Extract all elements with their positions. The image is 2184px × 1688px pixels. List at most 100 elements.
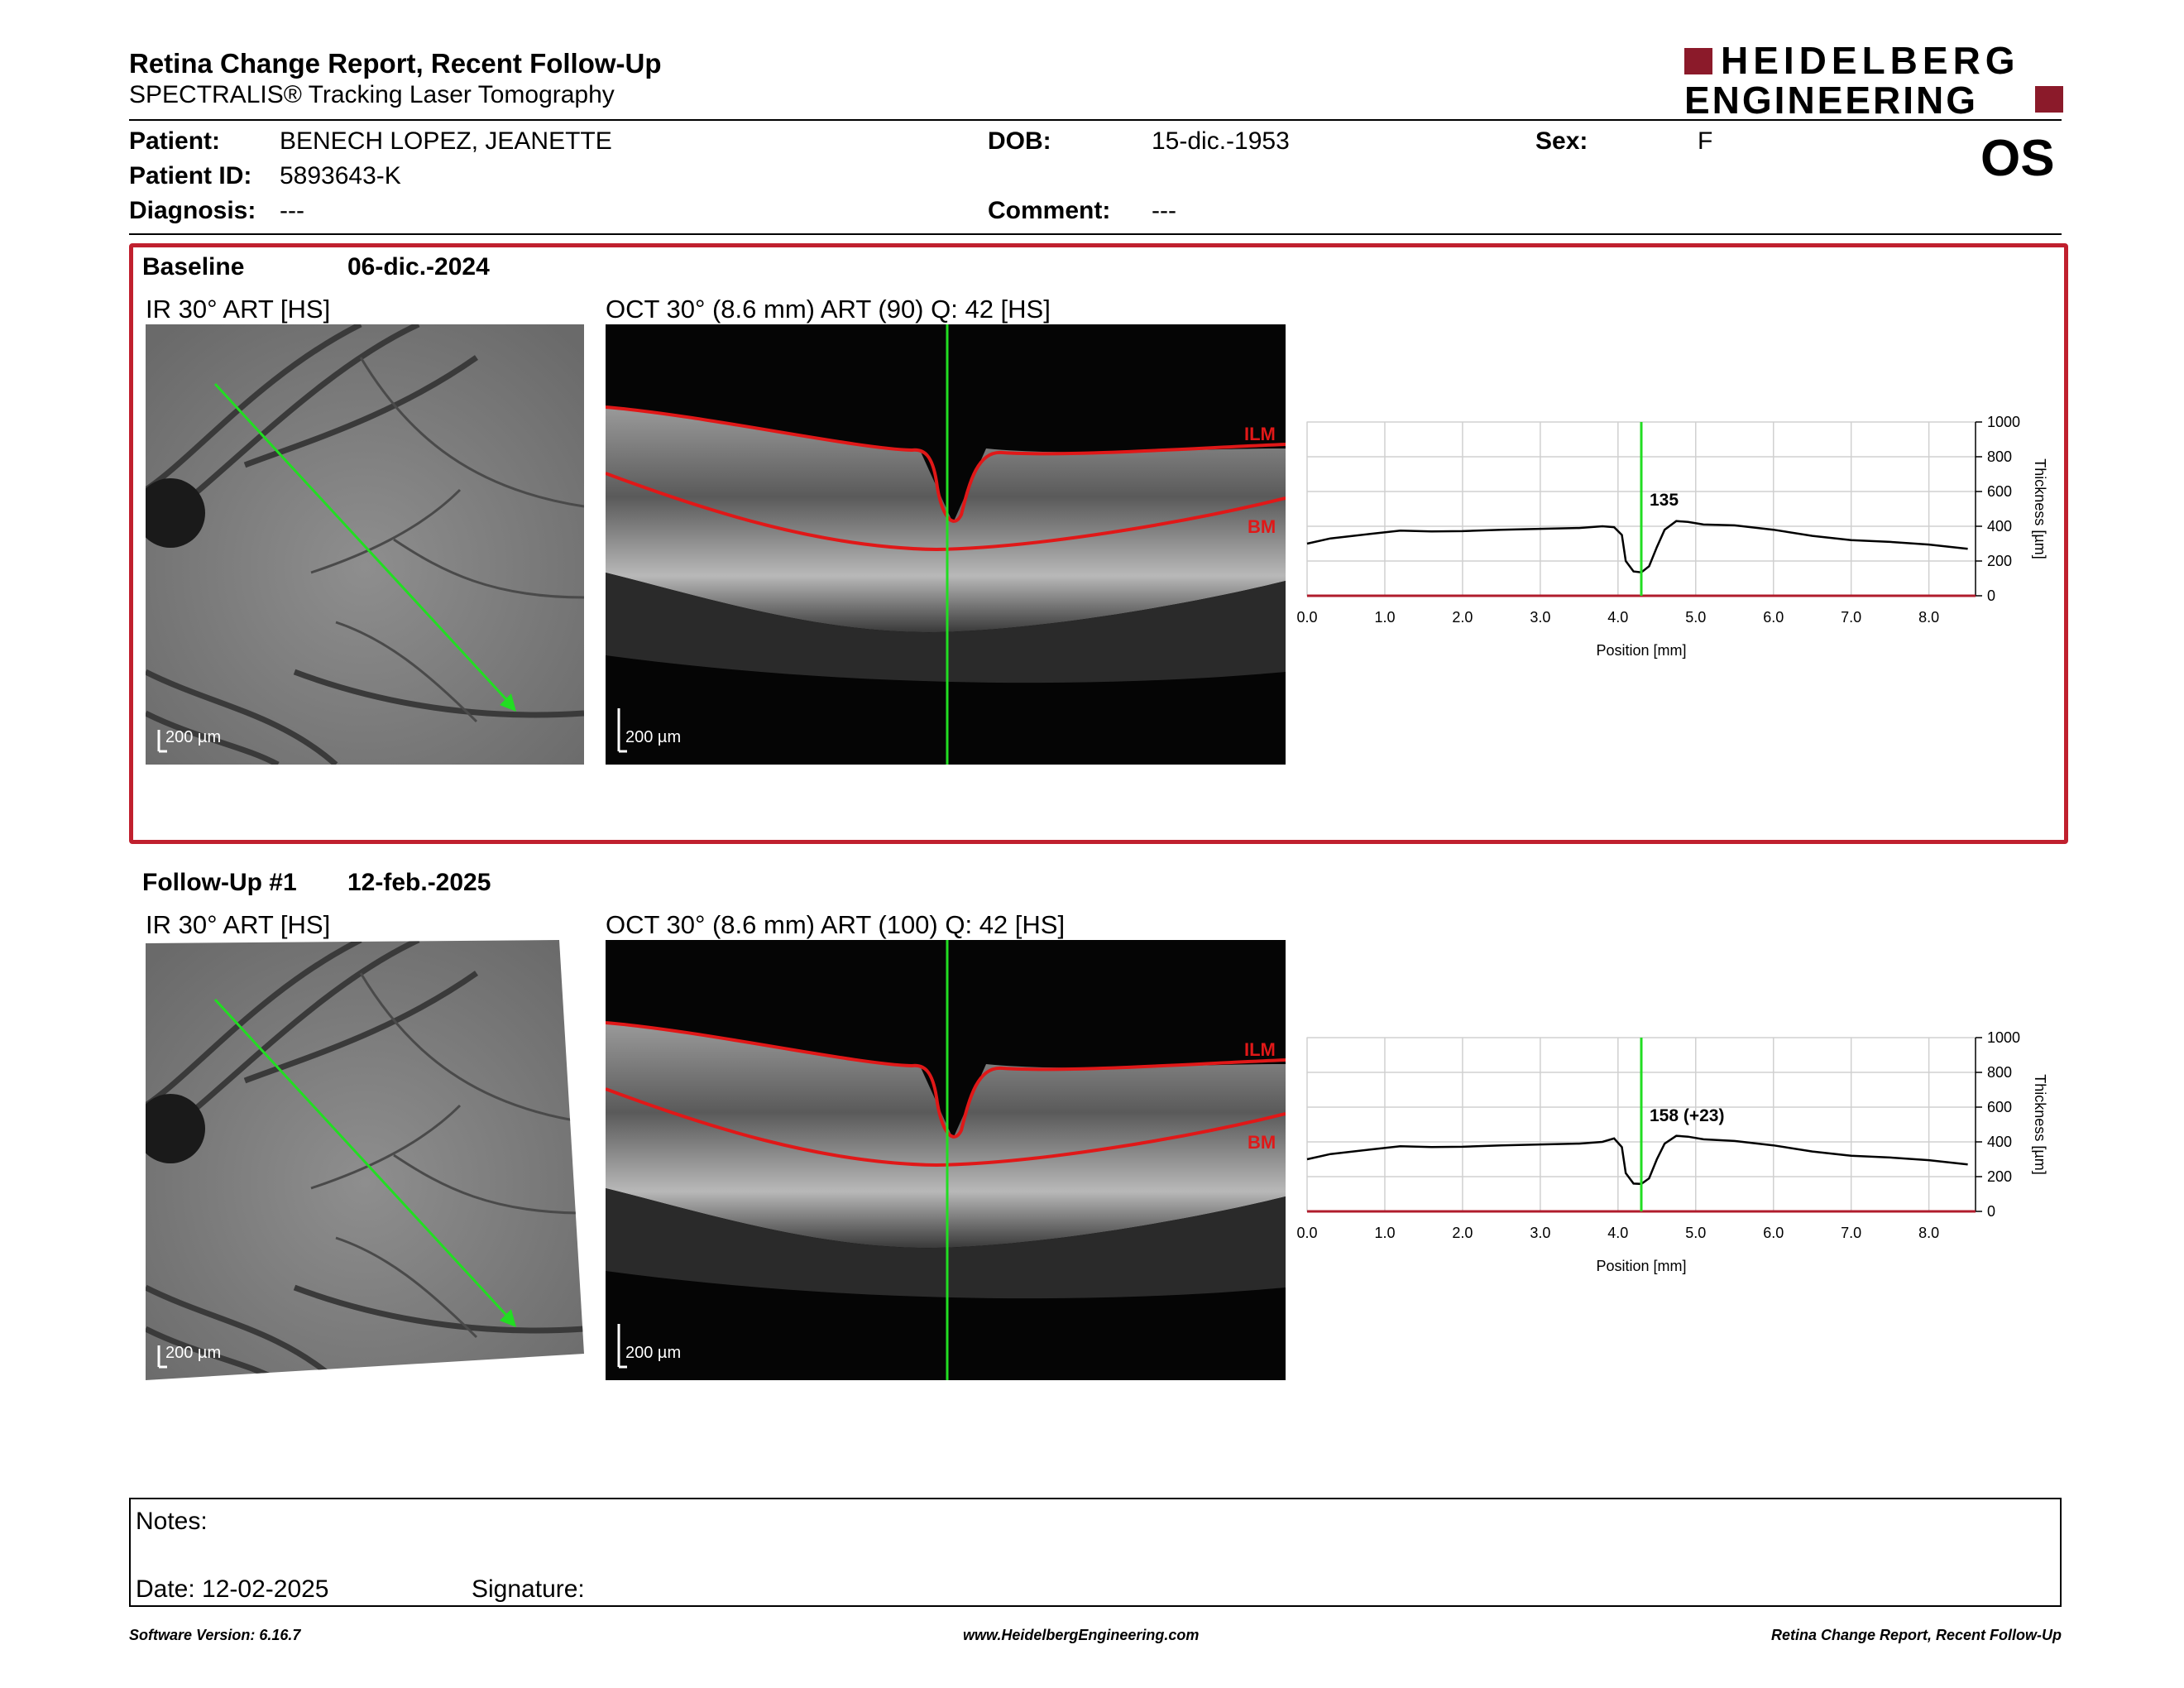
baseline-oct-caption: OCT 30° (8.6 mm) ART (90) Q: 42 [HS] (606, 295, 1051, 324)
logo-square-bottom (2035, 86, 2063, 113)
baseline-ir-image[interactable]: 200 µm (146, 324, 584, 765)
followup-thickness-chart: 0.0 1.0 2.0 3.0 4.0 5.0 6.0 7.0 8.0 0 200 400 600 800… (1296, 1029, 2048, 1274)
notes-box: Notes: Date: 12-02-2025 Signature: (129, 1498, 2062, 1607)
followup-oct-scale-label: 200 µm (625, 1344, 682, 1362)
report-subtitle: SPECTRALIS® Tracking Laser Tomography (129, 81, 615, 108)
baseline-ir-caption: IR 30° ART [HS] (146, 295, 331, 324)
logo-line-1: HEIDELBERG (1721, 39, 2020, 82)
y-tick-label: 0 (1987, 1203, 1995, 1220)
y-tick-label: 1000 (1987, 1029, 2020, 1046)
bm-boundary (606, 472, 1286, 552)
scan-arrow (500, 693, 516, 712)
x-tick-label: 4.0 (1607, 1225, 1628, 1241)
sex-label: Sex: (1535, 127, 1588, 155)
logo-square-top (1684, 48, 1712, 74)
footer-software-version: Software Version: 6.16.7 (129, 1627, 301, 1643)
x-tick-label: 3.0 (1530, 1225, 1550, 1241)
optic-disc (146, 478, 205, 548)
x-tick-label: 7.0 (1841, 1225, 1861, 1241)
patient-id: 5893643-K (280, 162, 401, 189)
followup-label: Follow-Up #1 (142, 869, 297, 896)
y-axis-label: Thickness [µm] (2032, 458, 2048, 559)
y-tick-label: 0 (1987, 587, 1995, 604)
comment-label: Comment: (988, 197, 1111, 224)
followup-oct-scale-bar (617, 1324, 627, 1369)
oct-scale-bar (617, 708, 627, 753)
x-tick-label: 1.0 (1374, 609, 1395, 626)
x-tick-label: 8.0 (1918, 609, 1939, 626)
y-tick-label: 800 (1987, 1064, 2012, 1081)
footer-website[interactable]: www.HeidelbergEngineering.com (963, 1627, 1200, 1643)
y-tick-label: 200 (1987, 553, 2012, 569)
y-tick-label: 200 (1987, 1168, 2012, 1185)
report-title: Retina Change Report, Recent Follow-Up (129, 48, 662, 79)
x-tick-label: 5.0 (1685, 609, 1706, 626)
y-tick-label: 600 (1987, 1099, 2012, 1115)
header-rule (129, 119, 2062, 121)
dob-label: DOB: (988, 127, 1051, 155)
ilm-boundary (606, 405, 1286, 523)
thickness-line (1306, 1134, 1968, 1186)
bm-label: BM (1248, 516, 1276, 537)
y-tick-label: 400 (1987, 1134, 2012, 1150)
comment-value: --- (1152, 197, 1176, 224)
followup-oct-image[interactable]: ILM BM 200 µm (606, 940, 1286, 1380)
thickness-line (1306, 520, 1968, 574)
followup-ir-caption: IR 30° ART [HS] (146, 910, 331, 939)
followup-optic-disc (146, 1094, 205, 1163)
eye-indicator: OS (1980, 130, 2055, 187)
followup-date: 12-feb.-2025 (347, 869, 491, 896)
x-tick-label: 3.0 (1530, 609, 1550, 626)
y-tick-label: 1000 (1987, 414, 2020, 430)
thickness-annotation: 135 (1650, 491, 1679, 510)
followup-scan-line (213, 998, 515, 1324)
followup-fundus-drawing (146, 940, 584, 1380)
signature-label: Signature: (472, 1575, 585, 1603)
baseline-oct-scale-label: 200 µm (625, 728, 682, 746)
sex-value: F (1698, 127, 1713, 155)
patient-name: BENECH LOPEZ, JEANETTE (280, 127, 612, 155)
x-tick-label: 5.0 (1685, 1225, 1706, 1241)
x-tick-label: 2.0 (1452, 1225, 1473, 1241)
followup-oct-drawing: ILM BM (606, 940, 1286, 1380)
followup-bm-boundary (606, 1087, 1286, 1168)
heidelberg-logo: HEIDELBERG ENGINEERING (1684, 41, 2065, 122)
baseline-fundus-drawing (146, 324, 584, 765)
x-tick-label: 6.0 (1763, 609, 1784, 626)
x-tick-label: 6.0 (1763, 1225, 1784, 1241)
followup-bm-label: BM (1248, 1132, 1276, 1153)
patient-rule (129, 233, 2062, 235)
followup-ilm-boundary (606, 1021, 1286, 1139)
baseline-thickness-chart: 0.0 1.0 2.0 3.0 4.0 5.0 6.0 7.0 8.0 0 200 400 600 800… (1296, 414, 2048, 659)
followup-scan-arrow (500, 1309, 516, 1327)
baseline-oct-drawing: ILM BM (606, 324, 1286, 765)
diagnosis-label: Diagnosis: (129, 197, 256, 224)
x-tick-label: 2.0 (1452, 609, 1473, 626)
y-tick-label: 800 (1987, 448, 2012, 465)
x-axis-label: Position [mm] (1596, 1258, 1686, 1274)
date-label: Date: 12-02-2025 (136, 1575, 329, 1603)
followup-ir-scale-label: 200 µm (165, 1344, 222, 1362)
y-axis-label: Thickness [µm] (2032, 1074, 2048, 1174)
patient-label: Patient: (129, 127, 221, 155)
logo-line-2: ENGINEERING (1684, 79, 1979, 122)
x-tick-label: 8.0 (1918, 1225, 1939, 1241)
followup-scale-bar (157, 1345, 167, 1369)
followup-ilm-label: ILM (1244, 1039, 1276, 1060)
x-tick-label: 4.0 (1607, 609, 1628, 626)
ilm-label: ILM (1244, 424, 1276, 444)
diagnosis-value: --- (280, 197, 304, 224)
patient-id-label: Patient ID: (129, 162, 252, 189)
thickness-annotation: 158 (+23) (1650, 1106, 1724, 1125)
baseline-ir-scale-label: 200 µm (165, 728, 222, 746)
dob-value: 15-dic.-1953 (1152, 127, 1290, 155)
x-tick-label: 0.0 (1296, 1225, 1317, 1241)
scan-line (213, 382, 515, 708)
baseline-panel (129, 243, 2068, 844)
x-tick-label: 0.0 (1296, 609, 1317, 626)
x-axis-label: Position [mm] (1596, 642, 1686, 659)
followup-ir-image[interactable]: 200 µm (146, 940, 584, 1380)
baseline-oct-image[interactable]: ILM BM 200 µm (606, 324, 1286, 765)
x-tick-label: 7.0 (1841, 609, 1861, 626)
baseline-date: 06-dic.-2024 (347, 253, 490, 281)
